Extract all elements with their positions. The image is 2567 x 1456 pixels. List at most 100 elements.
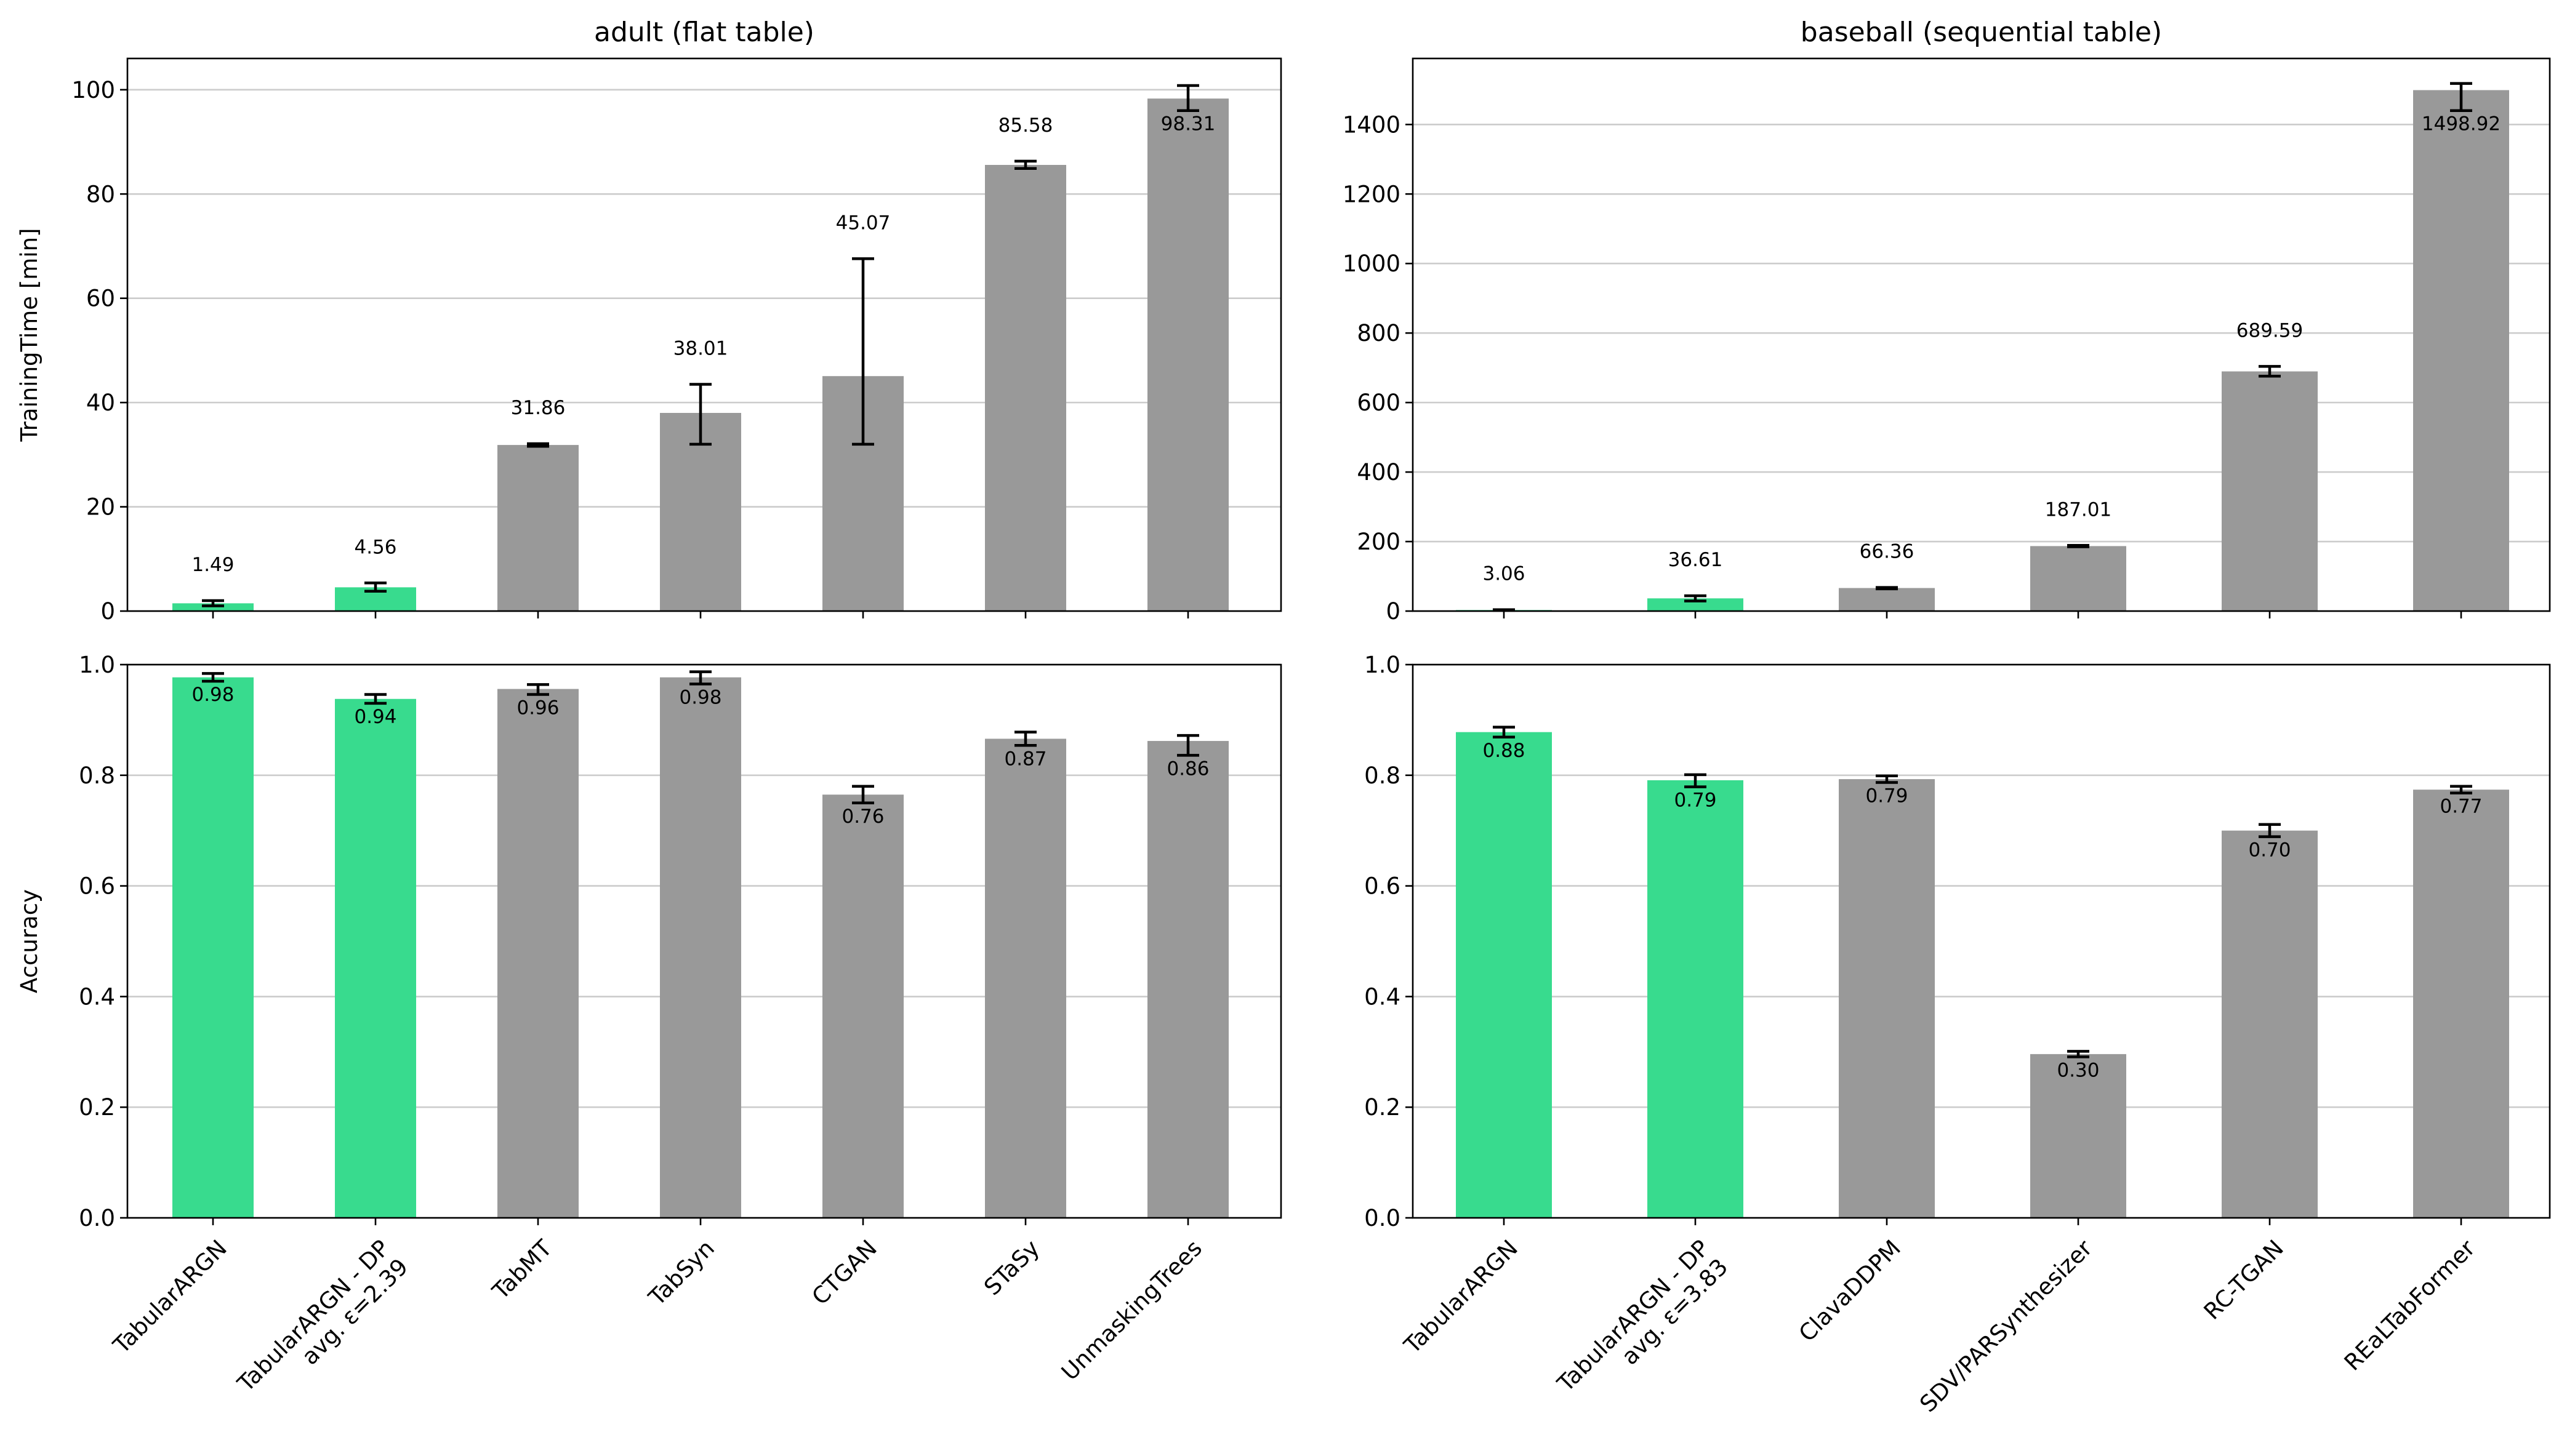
x-tick-label: TabularARGN - DPavg. ε=3.83 (1552, 1235, 1733, 1416)
data-label: 0.79 (1865, 785, 1908, 807)
bar (2222, 830, 2318, 1218)
x-tick-label: UnmaskingTrees (1056, 1235, 1207, 1386)
x-tick-label-line: TabularARGN - DP (232, 1235, 395, 1398)
error-bar (852, 257, 874, 446)
y-tick-label: 800 (1357, 320, 1400, 346)
bar (1147, 741, 1229, 1218)
x-tick-label: STaSy (979, 1235, 1045, 1301)
error-bar (1014, 159, 1037, 170)
error-bar (2450, 82, 2472, 112)
data-label: 38.01 (673, 337, 728, 359)
axes-frame (1412, 663, 2551, 1219)
y-tick-label: 0.4 (79, 983, 115, 1010)
data-label: 0.96 (516, 697, 559, 719)
y-tick-label: 1200 (1343, 181, 1400, 207)
data-label: 45.07 (836, 212, 891, 234)
data-label: 0.87 (1004, 748, 1046, 770)
y-tick-label: 1400 (1343, 111, 1400, 138)
error-bar (1177, 84, 1199, 112)
error-bar (1177, 734, 1199, 757)
panel-title: baseball (sequential table) (1801, 17, 2162, 48)
y-tick-label: 1000 (1343, 250, 1400, 277)
x-tick-label-line: RC-TGAN (2199, 1235, 2289, 1325)
data-label: 36.61 (1668, 549, 1723, 571)
data-label: 0.70 (2248, 839, 2291, 862)
y-tick-label: 0.8 (1364, 762, 1400, 789)
bar (335, 698, 416, 1218)
data-label: 85.58 (998, 114, 1053, 137)
y-tick-label: 0.4 (1364, 983, 1400, 1010)
bar (2030, 546, 2126, 611)
axes-frame (126, 57, 1282, 612)
error-bar (2067, 1050, 2089, 1058)
error-bar (1684, 594, 1706, 602)
panel-baseball-accuracy: 0.0 0.2 0.4 0.6 0.8 1.0 0.88 TabularARGN 0.79 Tab… (1364, 652, 2551, 1417)
bar (2413, 790, 2509, 1218)
y-tick-label: 20 (86, 494, 115, 521)
data-label: 0.98 (679, 686, 721, 708)
x-tick-label: TabularARGN (108, 1235, 232, 1359)
error-bar (689, 670, 712, 686)
bar (497, 445, 579, 611)
y-axis-label: Accuracy (16, 889, 42, 993)
x-tick-label-line: REaLTabFormer (2339, 1234, 2481, 1376)
data-label: 98.31 (1161, 113, 1216, 135)
x-tick-label-line: TabularARGN (108, 1235, 232, 1359)
y-tick-label: 0 (1386, 598, 1400, 625)
data-label: 1498.92 (2422, 113, 2501, 135)
axes-frame (126, 663, 1282, 1219)
error-bar (2259, 823, 2281, 838)
error-bar (527, 442, 549, 448)
y-tick-label: 0.2 (79, 1094, 115, 1121)
panel-adult-time: 0 20 40 60 80 100 1.49 4.56 31.86 38.01 45.07 85.58… (16, 17, 1282, 625)
error-bar (852, 785, 874, 804)
x-tick-label-line: TabularARGN (1399, 1235, 1523, 1359)
bar (1147, 98, 1229, 612)
x-tick-label: TabMT (487, 1234, 557, 1305)
x-tick-label-line: TabSyn (643, 1235, 720, 1311)
bar (985, 738, 1066, 1218)
data-label: 1.49 (191, 554, 234, 576)
x-tick-label-line: ClavaDDPM (1794, 1235, 1906, 1347)
error-bar (527, 683, 549, 696)
bar (172, 677, 254, 1218)
x-tick-label: CTGAN (807, 1235, 882, 1310)
bar (2222, 371, 2318, 611)
error-bar (1876, 586, 1898, 591)
error-bar (1014, 730, 1037, 747)
y-tick-label: 0.6 (1364, 873, 1400, 900)
x-tick-label: TabSyn (643, 1235, 720, 1311)
y-tick-label: 400 (1357, 459, 1400, 486)
y-tick-label: 40 (86, 390, 115, 416)
y-tick-label: 200 (1357, 529, 1400, 555)
data-label: 0.88 (1482, 740, 1525, 762)
x-tick-label: REaLTabFormer (2339, 1234, 2481, 1376)
data-label: 187.01 (2045, 498, 2111, 521)
data-label: 3.06 (1482, 563, 1525, 585)
y-tick-label: 100 (71, 77, 115, 103)
data-label: 0.86 (1167, 758, 1209, 780)
error-bar (364, 693, 387, 705)
y-axis-label: TrainingTime [min] (16, 228, 42, 442)
error-bar (2450, 785, 2472, 794)
x-tick-label-line: TabMT (487, 1234, 557, 1305)
x-tick-label-line: UnmaskingTrees (1056, 1235, 1207, 1386)
y-tick-label: 600 (1357, 390, 1400, 416)
y-tick-label: 0.0 (79, 1205, 115, 1231)
panel-adult-accuracy: 0.0 0.2 0.4 0.6 0.8 1.0 0.98 TabularARGN 0.94 Tab… (16, 652, 1282, 1398)
x-tick-label: SDV/PARSynthesizer (1914, 1234, 2097, 1417)
error-bar (1684, 773, 1706, 788)
y-tick-label: 1.0 (1364, 652, 1400, 678)
data-label: 31.86 (511, 397, 566, 419)
x-tick-label-line: TabularARGN - DP (1552, 1235, 1714, 1398)
data-label: 0.79 (1674, 790, 1716, 812)
data-label: 0.94 (354, 706, 396, 728)
y-tick-label: 0 (100, 598, 115, 625)
error-bar (202, 599, 224, 607)
error-bar (2067, 544, 2089, 548)
x-tick-label: TabularARGN (1399, 1235, 1523, 1359)
y-tick-label: 0.0 (1364, 1205, 1400, 1231)
error-bar (1493, 726, 1515, 739)
y-tick-label: 0.2 (1364, 1094, 1400, 1121)
x-tick-label-line: STaSy (979, 1235, 1045, 1301)
